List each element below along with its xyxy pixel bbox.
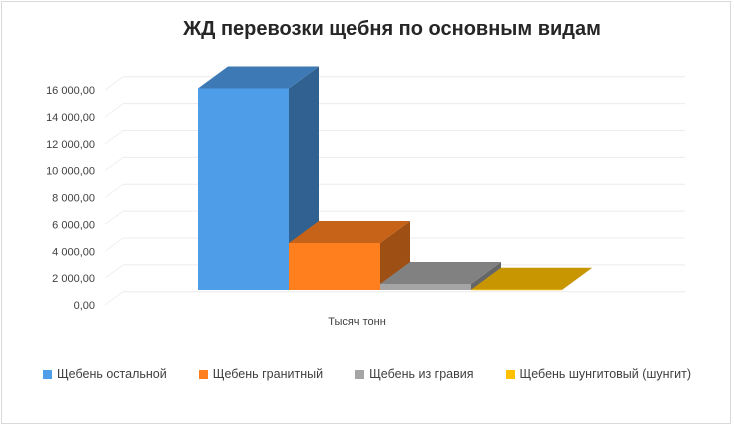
gridline-depth [104,157,124,172]
y-tick-label: 4 000,00 [52,246,95,258]
legend-swatch [355,369,365,379]
bar-1 [198,88,289,290]
x-category-label: Тысяч тонн [328,316,386,328]
bar-side-3 [471,261,501,290]
y-tick-label: 8 000,00 [52,193,95,205]
bar-top-4 [471,267,592,290]
legend-swatch [42,369,52,379]
y-tick-label: 16 000,00 [46,85,95,97]
bar-3 [380,283,471,290]
legend-item-2: Щебень гранитный [198,367,324,381]
y-tick-label: 10 000,00 [46,166,95,178]
legend-label: Щебень из гравия [369,367,474,381]
gridline-depth [104,183,124,198]
bar-4 [471,289,562,291]
bar-top-2 [289,220,410,243]
legend-swatch [198,369,208,379]
legend-label: Щебень шунгитовый (шунгит) [519,367,692,381]
legend-swatch [505,369,515,379]
y-tick-label: 6 000,00 [52,219,95,231]
gridline-depth [104,76,124,91]
bar-side-4 [562,267,592,290]
y-tick-label: 14 000,00 [46,112,95,124]
legend-item-3: Щебень из гравия [355,367,474,381]
y-tick-label: 2 000,00 [52,273,95,285]
legend-label: Щебень гранитный [212,367,324,381]
bar-top-1 [198,66,319,89]
y-tick-label: 12 000,00 [46,139,95,151]
gridline-depth [104,103,124,118]
gridline-depth [104,210,124,225]
legend-item-1: Щебень остальной [42,367,167,381]
chart-title: ЖД перевозки щебня по основным видам [183,18,601,40]
gridline-depth [104,237,124,252]
bar-top-3 [380,261,501,284]
gridline-depth [104,291,124,306]
bar-2 [289,242,380,290]
gridline-depth [104,130,124,145]
legend: Щебень остальной Щебень гранитный Щебень и… [0,367,734,381]
gridline-depth [104,264,124,279]
legend-label: Щебень остальной [56,367,167,381]
y-tick-label: 0,00 [74,300,95,312]
legend-item-4: Щебень шунгитовый (шунгит) [505,367,692,381]
